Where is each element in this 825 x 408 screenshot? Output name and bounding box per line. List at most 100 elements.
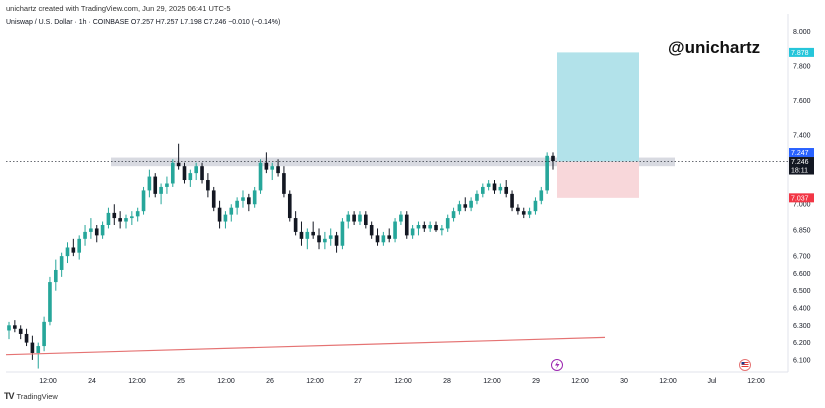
candle[interactable]: [83, 224, 87, 246]
candle[interactable]: [422, 221, 427, 232]
candle[interactable]: [147, 169, 152, 198]
candle[interactable]: [533, 197, 538, 215]
candle[interactable]: [71, 238, 76, 257]
support-trendline[interactable]: [5, 336, 606, 356]
candle[interactable]: [510, 190, 514, 212]
candle[interactable]: [7, 321, 11, 340]
candle[interactable]: [323, 231, 327, 250]
candle[interactable]: [463, 197, 468, 212]
candle[interactable]: [229, 204, 234, 222]
candle[interactable]: [194, 162, 198, 181]
candle[interactable]: [539, 186, 544, 205]
candle[interactable]: [410, 224, 415, 239]
candle[interactable]: [188, 169, 193, 187]
candle[interactable]: [305, 228, 310, 250]
candle[interactable]: [445, 214, 450, 232]
candle[interactable]: [527, 207, 532, 219]
candle[interactable]: [387, 228, 392, 243]
candle[interactable]: [358, 211, 362, 225]
candle[interactable]: [486, 180, 491, 191]
candle[interactable]: [42, 316, 46, 352]
candle[interactable]: [451, 207, 456, 222]
candle[interactable]: [469, 197, 473, 212]
candle[interactable]: [399, 211, 403, 225]
candle[interactable]: [223, 211, 228, 229]
candle[interactable]: [352, 211, 356, 225]
candle[interactable]: [65, 242, 70, 264]
candle[interactable]: [287, 190, 292, 222]
candle[interactable]: [293, 211, 298, 236]
candle[interactable]: [217, 200, 222, 229]
candle[interactable]: [416, 221, 421, 236]
candle[interactable]: [141, 186, 146, 215]
candle[interactable]: [440, 224, 444, 236]
candle[interactable]: [165, 176, 169, 194]
candle[interactable]: [112, 204, 117, 225]
candle[interactable]: [182, 162, 187, 184]
candle[interactable]: [480, 183, 485, 198]
candle[interactable]: [516, 204, 520, 215]
lightning-event-icon[interactable]: [551, 359, 563, 371]
candle[interactable]: [211, 186, 216, 212]
candle[interactable]: [135, 207, 140, 222]
take-profit-zone[interactable]: [557, 52, 639, 162]
candle[interactable]: [106, 207, 111, 229]
candle[interactable]: [100, 221, 105, 239]
candle[interactable]: [434, 221, 438, 232]
candle[interactable]: [264, 152, 269, 174]
candle[interactable]: [545, 152, 549, 194]
candle[interactable]: [504, 180, 509, 198]
candle[interactable]: [404, 211, 409, 239]
candle[interactable]: [59, 252, 64, 277]
candle[interactable]: [24, 328, 29, 347]
candle[interactable]: [252, 186, 257, 208]
candle[interactable]: [498, 183, 503, 194]
candle[interactable]: [311, 221, 315, 239]
candle[interactable]: [340, 218, 345, 250]
candle[interactable]: [270, 162, 275, 181]
candle[interactable]: [235, 197, 239, 215]
candle[interactable]: [492, 180, 497, 194]
candle[interactable]: [153, 173, 158, 198]
resistance-zone[interactable]: [111, 157, 675, 167]
candle[interactable]: [328, 228, 333, 246]
candle[interactable]: [551, 152, 555, 170]
candle[interactable]: [475, 190, 479, 205]
candle[interactable]: [457, 200, 462, 215]
candle[interactable]: [36, 342, 41, 369]
stop-loss-zone[interactable]: [557, 161, 639, 198]
candle[interactable]: [170, 159, 175, 187]
candle[interactable]: [18, 325, 23, 340]
candle[interactable]: [30, 335, 35, 360]
candle[interactable]: [206, 173, 210, 198]
candle[interactable]: [77, 235, 82, 260]
candle[interactable]: [381, 231, 386, 246]
candle[interactable]: [428, 221, 432, 232]
candle[interactable]: [176, 143, 181, 170]
candle[interactable]: [48, 276, 52, 326]
candle[interactable]: [200, 162, 204, 184]
candle[interactable]: [89, 218, 93, 239]
candle[interactable]: [130, 211, 134, 225]
candle[interactable]: [521, 207, 526, 219]
candle[interactable]: [346, 211, 351, 229]
candle[interactable]: [299, 221, 304, 246]
candle[interactable]: [393, 218, 397, 243]
candle[interactable]: [159, 183, 163, 205]
candle[interactable]: [369, 221, 374, 239]
candle[interactable]: [13, 320, 17, 333]
candle[interactable]: [364, 211, 368, 229]
candle[interactable]: [247, 193, 251, 212]
candle[interactable]: [241, 190, 245, 208]
candle[interactable]: [258, 159, 263, 194]
us-flag-event-icon[interactable]: [739, 359, 751, 371]
candle[interactable]: [282, 166, 286, 198]
candle[interactable]: [334, 231, 339, 253]
candle[interactable]: [375, 228, 380, 246]
candle[interactable]: [317, 228, 321, 250]
candle[interactable]: [276, 159, 280, 177]
candle[interactable]: [118, 211, 122, 229]
candle[interactable]: [124, 214, 128, 229]
candle[interactable]: [94, 224, 99, 243]
